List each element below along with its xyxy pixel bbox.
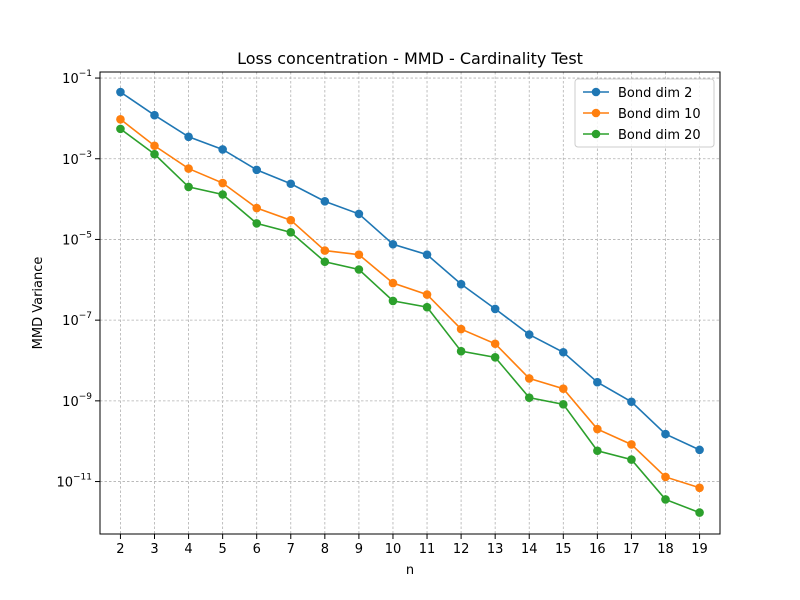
data-point — [593, 377, 602, 387]
y-axis-label: MMD Variance — [31, 257, 46, 350]
data-point — [558, 400, 568, 409]
x-tick-label: 6 — [253, 542, 261, 557]
data-point — [116, 115, 125, 124]
data-point — [252, 165, 262, 175]
data-point — [524, 393, 534, 402]
series-line-1 — [119, 91, 700, 451]
y-tick-label: 10−11 — [56, 473, 92, 491]
data-point — [661, 429, 670, 439]
data-point — [218, 190, 227, 199]
y-tick-label: 10−5 — [62, 230, 92, 248]
x-tick-label: 17 — [623, 542, 640, 557]
data-point — [695, 508, 704, 517]
data-point — [150, 149, 159, 159]
series-layer — [116, 87, 704, 517]
x-tick-label: 8 — [321, 542, 329, 557]
data-point — [422, 250, 432, 259]
plot-frame — [99, 71, 721, 535]
data-point — [116, 124, 125, 134]
y-tick-label: 10−1 — [62, 69, 92, 87]
series-line-2 — [119, 118, 700, 489]
x-tick-label: 10 — [385, 542, 402, 557]
legend-label: Bond dim 2 — [618, 86, 692, 101]
data-point — [593, 446, 602, 456]
data-point — [422, 290, 432, 299]
data-point — [558, 384, 568, 394]
data-point — [252, 203, 262, 213]
legend-swatch-marker — [591, 108, 601, 118]
data-point — [661, 495, 670, 504]
data-point — [184, 132, 193, 142]
x-tick-label: 18 — [657, 542, 674, 557]
x-tick-label: 9 — [355, 542, 363, 557]
series-line-3 — [119, 128, 700, 514]
data-point — [627, 397, 636, 407]
legend-box — [574, 78, 715, 148]
y-tick-label: 10−3 — [62, 150, 92, 168]
data-point — [286, 228, 296, 237]
y-tick-label: 10−7 — [62, 311, 92, 329]
x-tick-label: 4 — [184, 542, 192, 557]
data-point — [456, 324, 466, 334]
data-point — [456, 279, 466, 289]
data-point — [218, 178, 227, 188]
data-point — [354, 250, 364, 259]
x-tick-label: 12 — [453, 542, 470, 557]
data-point — [627, 440, 636, 449]
data-point — [354, 209, 364, 219]
data-point — [388, 296, 398, 306]
data-point — [627, 455, 636, 464]
data-point — [252, 219, 262, 228]
data-point — [320, 197, 330, 206]
data-point — [184, 182, 193, 192]
x-tick-label: 14 — [521, 542, 538, 557]
data-point — [286, 179, 296, 189]
data-point — [422, 302, 432, 312]
data-point — [218, 145, 227, 154]
data-point — [695, 483, 704, 493]
data-point — [286, 215, 296, 225]
data-point — [524, 330, 534, 339]
data-point — [695, 445, 704, 455]
x-tick-label: 13 — [487, 542, 504, 557]
x-tick-label: 2 — [116, 542, 124, 557]
legend-label: Bond dim 20 — [618, 128, 701, 143]
legend: Bond dim 2 Bond dim 10 Bond dim 20 — [574, 78, 715, 148]
data-point — [388, 278, 398, 288]
chart-title: Loss concentration - MMD - Cardinality T… — [237, 49, 583, 68]
y-axis: 10−1 10−3 10−5 10−7 10−9 10−11 — [56, 69, 100, 491]
data-point — [150, 141, 159, 151]
data-point — [593, 424, 602, 434]
data-point — [150, 110, 159, 120]
data-point — [490, 304, 500, 314]
data-point — [661, 472, 670, 482]
legend-swatch-marker — [591, 87, 601, 97]
legend-swatch-marker — [591, 129, 601, 139]
legend-label: Bond dim 10 — [618, 107, 701, 122]
data-point — [320, 246, 330, 255]
data-point — [558, 347, 568, 357]
data-point — [490, 353, 500, 362]
x-axis: 2 3 4 5 6 7 8 9 10 11 12 13 14 15 16 17 18 19 — [116, 534, 708, 557]
data-point — [354, 265, 364, 274]
x-tick-label: 15 — [555, 542, 572, 557]
data-point — [456, 346, 466, 356]
data-point — [490, 339, 500, 349]
x-tick-label: 5 — [218, 542, 226, 557]
data-point — [184, 164, 193, 173]
data-point — [116, 87, 125, 97]
data-point — [524, 374, 534, 383]
x-tick-label: 11 — [419, 542, 436, 557]
x-tick-label: 16 — [589, 542, 606, 557]
x-tick-label: 3 — [150, 542, 158, 557]
x-tick-label: 7 — [287, 542, 295, 557]
x-axis-label: n — [406, 563, 414, 578]
x-tick-label: 19 — [691, 542, 708, 557]
y-tick-label: 10−9 — [62, 392, 92, 410]
data-point — [320, 257, 330, 267]
data-point — [388, 239, 398, 249]
